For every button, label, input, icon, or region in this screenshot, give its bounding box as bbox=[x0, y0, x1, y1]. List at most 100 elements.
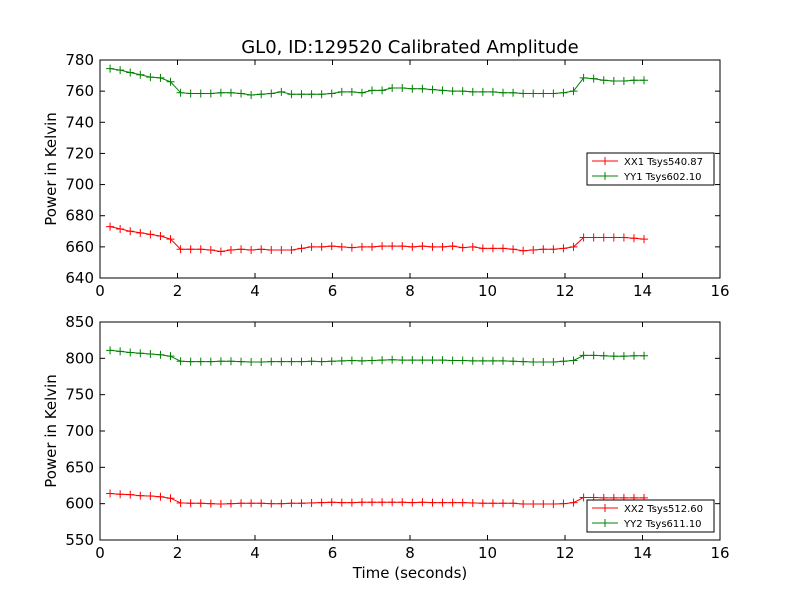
data-point bbox=[196, 499, 205, 508]
legend-label: XX2 Tsys512.60 bbox=[624, 504, 703, 515]
data-point bbox=[579, 493, 588, 502]
data-point bbox=[347, 243, 356, 252]
data-point bbox=[478, 87, 487, 96]
data-point bbox=[609, 77, 618, 86]
data-point bbox=[519, 246, 528, 255]
y-tick-label: 800 bbox=[65, 349, 94, 367]
data-point bbox=[206, 245, 215, 254]
y-axis-label: Power in Kelvin bbox=[42, 374, 60, 488]
data-point bbox=[146, 73, 155, 82]
data-point bbox=[226, 499, 235, 508]
chart-panels: 0 2 4 6 8 10 12 14 16640660680700720740760780Pow… bbox=[42, 51, 730, 562]
data-point bbox=[408, 498, 417, 507]
data-point bbox=[579, 73, 588, 82]
data-point bbox=[136, 70, 145, 79]
x-tick-label: 2 bbox=[173, 544, 183, 562]
x-tick-label: 14 bbox=[633, 544, 652, 562]
data-point bbox=[428, 85, 437, 94]
data-point bbox=[640, 235, 649, 244]
data-point bbox=[277, 357, 286, 366]
data-point bbox=[529, 500, 538, 509]
series-1 bbox=[106, 222, 649, 256]
data-point bbox=[216, 357, 225, 366]
data-point bbox=[257, 90, 266, 99]
data-point bbox=[499, 88, 507, 97]
data-point bbox=[186, 245, 195, 254]
legend-label: YY1 Tsys602.10 bbox=[623, 172, 702, 183]
data-point bbox=[116, 490, 125, 499]
data-point bbox=[267, 499, 276, 508]
data-point bbox=[146, 230, 155, 239]
data-point bbox=[146, 492, 155, 501]
data-point bbox=[519, 89, 528, 98]
data-point bbox=[579, 351, 588, 360]
data-point bbox=[196, 89, 205, 98]
data-point bbox=[267, 245, 276, 254]
data-point bbox=[569, 498, 578, 507]
data-point bbox=[186, 89, 195, 98]
data-point bbox=[408, 84, 417, 93]
data-point bbox=[237, 245, 246, 254]
data-point bbox=[388, 355, 397, 364]
series-2 bbox=[106, 346, 649, 366]
y-tick-label: 650 bbox=[65, 458, 94, 476]
data-point bbox=[640, 76, 649, 85]
data-point bbox=[599, 233, 608, 242]
x-tick-label: 4 bbox=[250, 544, 260, 562]
data-point bbox=[488, 87, 497, 96]
data-point bbox=[559, 499, 568, 508]
data-point bbox=[136, 349, 145, 358]
data-point bbox=[629, 234, 638, 243]
data-point bbox=[337, 498, 346, 507]
x-tick-label: 2 bbox=[173, 282, 183, 300]
data-point bbox=[106, 346, 115, 355]
y-tick-label: 780 bbox=[65, 51, 94, 69]
y-tick-label: 700 bbox=[65, 422, 94, 440]
x-tick-label: 6 bbox=[328, 544, 338, 562]
data-point bbox=[226, 357, 235, 366]
series-1 bbox=[106, 489, 649, 509]
legend: XX1 Tsys540.87 YY1 Tsys602.10 bbox=[586, 152, 715, 186]
legend-label: YY2 Tsys611.10 bbox=[623, 519, 702, 530]
data-point bbox=[317, 357, 326, 366]
data-point bbox=[126, 348, 135, 357]
x-tick-label: 6 bbox=[328, 282, 338, 300]
data-point bbox=[448, 87, 457, 96]
data-point bbox=[307, 90, 316, 99]
data-point bbox=[206, 89, 215, 98]
legend-box bbox=[586, 152, 715, 186]
data-point bbox=[106, 489, 115, 498]
data-point bbox=[317, 242, 326, 251]
data-point bbox=[599, 76, 608, 85]
data-point bbox=[589, 74, 598, 83]
data-point bbox=[176, 88, 185, 97]
data-point bbox=[176, 498, 185, 507]
data-point bbox=[357, 498, 366, 507]
data-point bbox=[337, 356, 346, 365]
data-point bbox=[287, 90, 296, 99]
data-point bbox=[297, 357, 306, 366]
data-point bbox=[438, 86, 447, 95]
data-point bbox=[337, 87, 346, 96]
data-point bbox=[549, 89, 558, 98]
data-point bbox=[589, 351, 598, 360]
data-point bbox=[176, 245, 185, 254]
legend-marker bbox=[601, 504, 609, 512]
data-point bbox=[509, 88, 518, 97]
data-point bbox=[247, 499, 256, 508]
legend-marker bbox=[601, 172, 609, 180]
data-point bbox=[509, 245, 518, 254]
data-point bbox=[609, 233, 618, 242]
series-2 bbox=[106, 64, 649, 100]
y-tick-label: 740 bbox=[65, 113, 94, 131]
data-point bbox=[267, 89, 276, 98]
data-point bbox=[368, 242, 377, 251]
data-point bbox=[418, 242, 427, 251]
data-point bbox=[247, 357, 256, 366]
data-point bbox=[287, 245, 296, 254]
data-point bbox=[297, 244, 306, 253]
data-point bbox=[368, 356, 377, 365]
data-point bbox=[297, 90, 306, 99]
data-point bbox=[499, 499, 507, 508]
data-point bbox=[428, 242, 437, 251]
